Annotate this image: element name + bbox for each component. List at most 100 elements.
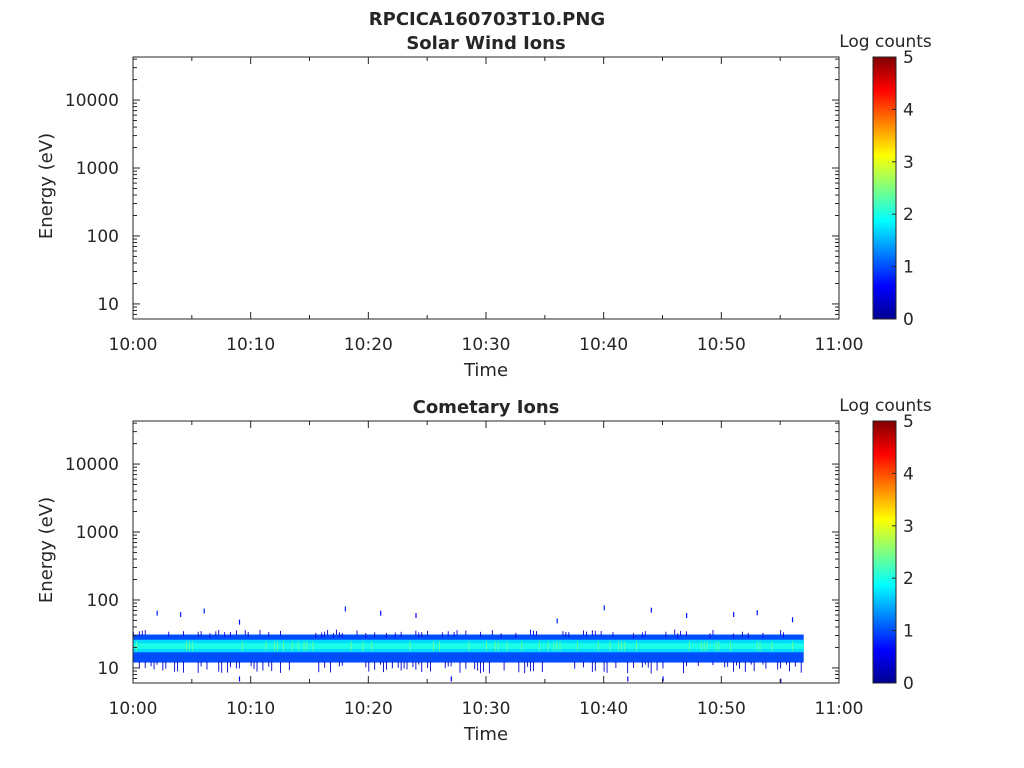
x-tick-label: 10:30 [462,699,511,719]
spectrum-streak [150,661,152,667]
spectrum-streak [686,631,687,637]
panel-title: Solar Wind Ions [406,33,565,54]
spectrum-streak [718,641,720,651]
spectrum-streak [418,661,420,665]
spectrum-streak [503,661,505,671]
y-tick-label: 10000 [65,455,119,475]
data-point-1 [156,610,158,616]
data-point-4 [238,619,241,625]
spectrum-streak [633,633,634,639]
spectrum-streak [541,661,543,673]
spectrum-streak [788,661,790,672]
spectrum-streak [783,632,785,638]
spectrum-streak [218,629,220,635]
spectrum-streak [156,661,158,665]
spectrum-streak [444,661,446,669]
spectrum-streak [709,633,711,639]
figure-title: RPCICA160703T10.PNG [369,9,605,30]
data-point-15 [238,676,241,682]
spectrum-streak [365,661,367,668]
spectrum-streak [712,661,714,666]
spectrum-streak [453,631,455,637]
spectrum-streak [165,661,167,669]
spectrum-streak [477,661,479,671]
spectrum-streak [335,629,337,635]
spectrum-streak [162,661,164,671]
colorbar-frame [872,420,897,684]
data-point-3 [203,608,205,614]
spectrum-streak [777,661,779,670]
spectrum-streak [338,632,340,638]
data-point-14 [791,617,794,623]
spectrum-streak [318,661,320,673]
x-tick-label: 10:10 [226,699,275,719]
spectrum-streak [215,631,217,637]
spectrum-streak [609,641,611,651]
spectrum-streak [297,641,299,651]
spectrum-streak [574,661,576,669]
spectrum-streak [218,661,220,672]
spectrum-streak [330,661,331,673]
spectrum-streak [421,661,423,672]
spectrum-streak [206,661,208,670]
y-tick-label: 10 [97,659,119,679]
spectrum-streak [438,641,440,651]
spectrum-streak [459,661,461,673]
spectrum-streak [641,661,643,668]
x-tick-label: 10:30 [462,335,511,355]
spectrum-streak [200,631,202,637]
spectrum-streak [185,641,187,651]
spectrum-streak [244,630,246,636]
spectrum-streak [488,661,490,674]
spectrum-streak [674,629,676,635]
spectrum-streak [415,661,417,670]
spectrum-streak [577,641,579,651]
axes-frame [132,56,840,320]
spectrum-streak [565,631,567,637]
spectrum-streak [591,661,593,673]
spectrum-streak [677,633,679,639]
spectrum-streak [174,661,176,672]
spectrum-streak [506,641,508,651]
spectrum-streak [591,630,593,636]
spectrum-streak [800,661,802,673]
panel-2: 10:00 10:10 10:20 10:30 10:40 10:50 11:0010100… [36,396,932,745]
x-axis-label: Time [463,360,508,381]
spectrum-streak [221,661,223,673]
y-tick-label: 100 [87,227,119,247]
spectrum-streak [197,631,199,637]
spectrum-streak [135,641,137,651]
spectrum-streak [559,641,561,651]
x-axis-label: Time [463,724,508,745]
spectrum-streak [756,641,758,651]
spectrum-streak [280,661,281,673]
spectrum-streak [256,661,258,672]
spectrum-streak [183,661,184,673]
spectrum-streak [321,632,323,638]
spectrum-streak [583,630,584,636]
data-point-7 [415,613,417,619]
spectrum-streak [480,661,482,674]
data-point-12 [733,612,735,618]
spectrum-streak [265,641,267,651]
spectrum-streak [700,641,702,651]
spectrum-streak [738,661,740,669]
spectrum-streak [280,630,281,636]
colorbar-tick-label: 1 [903,258,914,278]
data-point-2 [180,612,182,618]
spectrum-streak [259,629,261,635]
spectrum-streak [447,631,449,637]
spectrum-streak [177,661,179,672]
spectrum-streak [780,661,782,669]
spectrum-streak [465,661,467,669]
spectrum-streak [253,661,255,669]
spectrum-streak [753,661,755,672]
spectrum-streak [683,661,684,674]
spectrum-streak [733,661,734,672]
data-point-18 [662,676,664,682]
spectrum-streak [450,661,452,667]
spectrum-streak [750,661,752,665]
spectrum-streak [491,630,493,636]
spectrum-streak [594,661,596,671]
data-point-10 [650,607,652,613]
